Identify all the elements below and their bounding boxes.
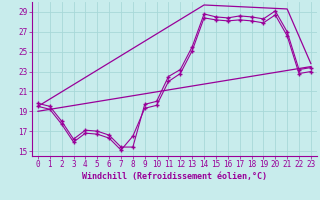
X-axis label: Windchill (Refroidissement éolien,°C): Windchill (Refroidissement éolien,°C) xyxy=(82,172,267,181)
